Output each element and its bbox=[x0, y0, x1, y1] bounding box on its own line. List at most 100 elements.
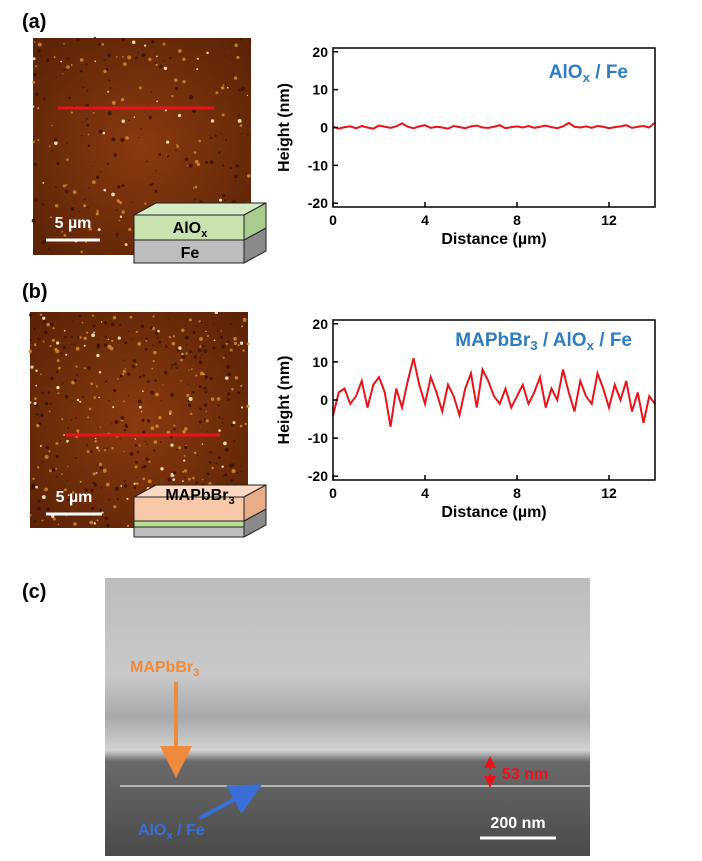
grain bbox=[205, 323, 208, 326]
grain bbox=[128, 227, 132, 232]
grain bbox=[180, 358, 183, 362]
grain bbox=[187, 383, 189, 385]
grain bbox=[95, 385, 98, 388]
grain bbox=[187, 477, 191, 481]
grain bbox=[174, 78, 178, 82]
grain bbox=[79, 400, 82, 403]
grain bbox=[81, 321, 84, 324]
grain bbox=[209, 377, 213, 381]
grain bbox=[91, 180, 96, 184]
grain bbox=[49, 344, 52, 348]
grain bbox=[119, 215, 123, 218]
grain bbox=[191, 390, 195, 394]
text-part: x bbox=[587, 338, 595, 353]
grain bbox=[201, 443, 204, 445]
grain bbox=[56, 162, 60, 166]
grain bbox=[96, 175, 100, 179]
grain bbox=[93, 396, 97, 399]
grain bbox=[162, 42, 166, 46]
grain bbox=[34, 397, 37, 401]
grain bbox=[54, 141, 58, 146]
grain bbox=[213, 339, 216, 342]
grain bbox=[33, 41, 36, 43]
grain bbox=[136, 476, 138, 478]
grain bbox=[247, 174, 251, 178]
grain bbox=[37, 506, 42, 511]
grain bbox=[88, 187, 91, 189]
grain bbox=[220, 330, 223, 332]
grain bbox=[58, 490, 61, 492]
grain bbox=[193, 151, 197, 154]
grain bbox=[127, 525, 129, 527]
grain bbox=[75, 416, 77, 419]
grain bbox=[133, 482, 136, 485]
grain bbox=[96, 519, 99, 522]
grain bbox=[64, 394, 69, 399]
grain bbox=[131, 201, 133, 203]
grain bbox=[221, 164, 225, 167]
grain bbox=[134, 438, 137, 440]
grain bbox=[118, 219, 121, 222]
grain bbox=[121, 184, 125, 188]
grain bbox=[41, 519, 44, 522]
grain bbox=[67, 427, 70, 430]
grain bbox=[67, 498, 70, 502]
grain bbox=[166, 140, 170, 144]
grain bbox=[223, 199, 226, 201]
grain bbox=[37, 49, 41, 53]
grain bbox=[232, 439, 236, 443]
grain bbox=[104, 516, 109, 520]
grain bbox=[219, 198, 223, 202]
grain bbox=[182, 429, 186, 434]
grain bbox=[157, 329, 160, 333]
grain bbox=[95, 437, 97, 440]
grain bbox=[41, 239, 46, 244]
grain bbox=[42, 316, 46, 320]
grain bbox=[246, 342, 250, 346]
grain bbox=[137, 342, 142, 346]
grain bbox=[233, 174, 238, 179]
grain bbox=[221, 465, 224, 468]
grain bbox=[41, 203, 45, 206]
grain bbox=[242, 317, 247, 322]
grain bbox=[36, 423, 40, 428]
grain bbox=[29, 401, 32, 404]
grain bbox=[41, 460, 44, 463]
grain bbox=[172, 471, 177, 475]
grain bbox=[56, 359, 60, 363]
grain bbox=[192, 331, 196, 335]
grain bbox=[169, 56, 172, 60]
grain bbox=[65, 353, 68, 356]
grain bbox=[227, 398, 230, 401]
grain bbox=[197, 348, 202, 352]
grain bbox=[93, 331, 95, 334]
grain bbox=[196, 162, 201, 167]
grain bbox=[246, 133, 249, 136]
layer-stack bbox=[133, 202, 267, 264]
grain bbox=[117, 336, 121, 340]
layer-label: AlOx bbox=[173, 220, 208, 240]
grain bbox=[68, 96, 71, 100]
grain bbox=[203, 386, 207, 390]
grain bbox=[44, 340, 46, 343]
grain bbox=[240, 406, 244, 409]
grain bbox=[30, 365, 34, 369]
grain bbox=[232, 421, 236, 425]
grain bbox=[86, 123, 89, 127]
grain bbox=[153, 350, 157, 355]
grain bbox=[173, 424, 176, 427]
grain bbox=[111, 137, 116, 142]
x-tick-label: 4 bbox=[421, 212, 429, 228]
grain bbox=[193, 355, 198, 359]
text-part: / Fe bbox=[173, 822, 205, 839]
grain bbox=[233, 76, 238, 80]
grain bbox=[91, 314, 94, 317]
grain bbox=[190, 412, 193, 416]
grain bbox=[144, 440, 147, 443]
grain bbox=[40, 373, 42, 376]
grain bbox=[73, 105, 76, 107]
grain bbox=[210, 119, 215, 123]
grain bbox=[226, 365, 230, 369]
grain bbox=[108, 79, 111, 82]
